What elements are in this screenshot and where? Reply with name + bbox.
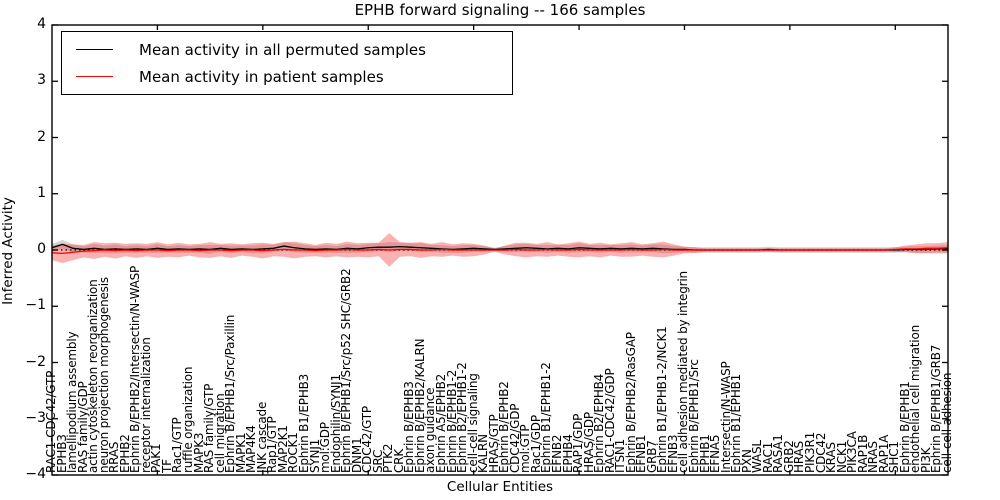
y-tick-label: 0 [37, 241, 46, 257]
y-tick-label: −1 [25, 297, 46, 314]
patient-mean-line [51, 247, 949, 255]
y-tick-label: −2 [25, 353, 46, 370]
y-tick-label: −3 [25, 409, 46, 426]
legend: Mean activity in all permuted samples Me… [61, 31, 513, 95]
y-tick-label: 1 [37, 184, 46, 201]
x-axis-label: Cellular Entities [446, 479, 554, 495]
legend-entry-permuted: Mean activity in all permuted samples [62, 37, 512, 63]
legend-entry-patient: Mean activity in patient samples [62, 64, 512, 90]
legend-label-permuted: Mean activity in all permuted samples [139, 40, 426, 59]
y-tick-label: 3 [37, 72, 46, 89]
legend-line-permuted-icon [76, 49, 113, 50]
legend-label-patient: Mean activity in patient samples [139, 67, 384, 86]
y-tick-label: −4 [25, 466, 46, 482]
axes-frame [51, 24, 949, 476]
legend-line-patient-icon [76, 76, 113, 77]
x-tick-label: cell-cell adhesion [940, 372, 954, 473]
chart-title: EPHB forward signaling -- 166 samples [354, 1, 646, 19]
y-tick-label: 4 [37, 16, 46, 32]
y-tick-label: 2 [37, 128, 46, 145]
